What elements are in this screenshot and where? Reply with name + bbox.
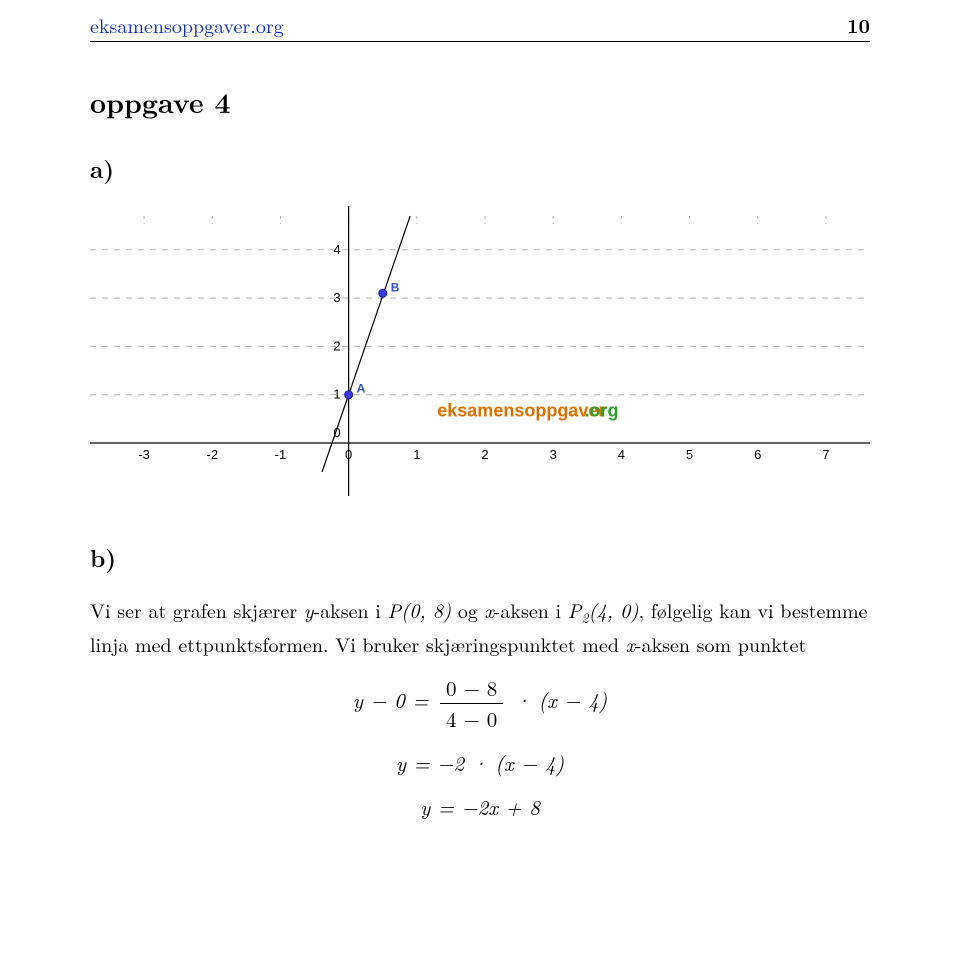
equation-3: y = −2x + 8 [90, 792, 870, 822]
svg-text:1: 1 [333, 387, 340, 402]
svg-text:2: 2 [333, 338, 340, 353]
line-chart: -3-2-10123456712340ABeksamensoppgaver.or… [90, 206, 870, 496]
page-number: 10 [847, 10, 870, 39]
svg-text:3: 3 [333, 290, 340, 305]
page-header: eksamensoppgaver.org 10 [90, 10, 870, 42]
point-p240-a: P [568, 595, 582, 624]
eq2: y = −2 · (x − 4) [396, 748, 564, 778]
svg-text:B: B [391, 280, 400, 294]
eq1-lhs: y − 0 = [353, 685, 429, 715]
svg-text:-3: -3 [138, 447, 150, 462]
svg-text:A: A [357, 382, 366, 396]
svg-text:1: 1 [413, 447, 420, 462]
text: -aksen i [314, 595, 388, 624]
eq1-rhs: · (x − 4) [515, 685, 607, 715]
text: -aksen i [494, 595, 568, 624]
svg-text:.org: .org [584, 400, 618, 420]
text: -aksen som punktet [635, 629, 806, 658]
svg-text:eksamensoppgaver: eksamensoppgaver [437, 400, 605, 420]
heading-part-a: a) [90, 152, 870, 186]
svg-text:-2: -2 [206, 447, 218, 462]
site-link[interactable]: eksamensoppgaver.org [90, 10, 284, 39]
svg-text:3: 3 [550, 447, 557, 462]
chart-container: -3-2-10123456712340ABeksamensoppgaver.or… [90, 206, 870, 501]
body-paragraph: Vi ser at grafen skjærer y-aksen i P(0, … [90, 595, 870, 659]
svg-text:7: 7 [822, 447, 829, 462]
eq1-fraction: 0 − 8 4 − 0 [440, 673, 503, 734]
var-x-2: x [626, 629, 635, 658]
svg-text:-1: -1 [275, 447, 287, 462]
svg-text:2: 2 [481, 447, 488, 462]
svg-text:4: 4 [333, 242, 340, 257]
equation-2: y = −2 · (x − 4) [90, 748, 870, 778]
point-p08: P(0, 8) [387, 595, 451, 624]
svg-text:4: 4 [618, 447, 625, 462]
eq1-num: 0 − 8 [440, 673, 503, 704]
svg-text:0: 0 [345, 447, 352, 462]
equation-1: y − 0 = 0 − 8 4 − 0 · (x − 4) [90, 673, 870, 734]
eq3: y = −2x + 8 [420, 792, 540, 822]
var-y: y [304, 595, 314, 624]
var-x: x [484, 595, 493, 624]
svg-text:5: 5 [686, 447, 693, 462]
svg-text:6: 6 [754, 447, 761, 462]
text: Vi ser at grafen skjærer [90, 595, 304, 624]
heading-part-b: b) [90, 541, 870, 575]
point-p240-b: (4, 0) [588, 595, 638, 624]
text: og [451, 595, 484, 624]
heading-oppgave: oppgave 4 [90, 82, 870, 122]
eq1-den: 4 − 0 [440, 704, 503, 734]
